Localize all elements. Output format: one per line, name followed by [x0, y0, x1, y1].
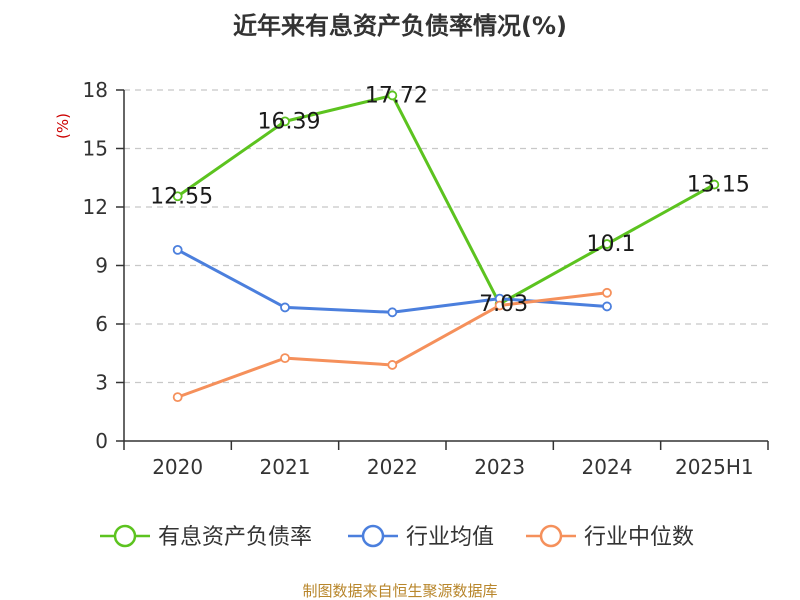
y-axis-unit: (%) [54, 113, 72, 139]
y-tick-label: 9 [95, 254, 108, 278]
series-line [176, 93, 716, 306]
data-point [602, 287, 612, 298]
data-label: 12.55 [150, 184, 213, 209]
legend-marker [539, 524, 563, 548]
legend-label: 行业均值 [406, 525, 494, 550]
data-point [172, 392, 183, 403]
data-point [172, 191, 183, 202]
data-label: 16.39 [258, 109, 321, 134]
y-tick-label: 12 [83, 195, 108, 219]
x-tick-label: 2025H1 [675, 455, 754, 479]
data-point [387, 90, 398, 101]
data-point [280, 302, 290, 313]
series-group [172, 90, 720, 403]
legend-label: 有息资产负债率 [158, 525, 312, 550]
y-tick-label: 15 [83, 137, 108, 161]
data-label: 7.03 [479, 292, 528, 317]
y-tick-label: 0 [95, 429, 108, 453]
data-point [494, 300, 505, 311]
data-point [602, 301, 612, 312]
chart-title: 近年来有息资产负债率情况(%) [233, 12, 567, 40]
x-tick-label: 2024 [582, 455, 633, 479]
legend-label: 行业中位数 [584, 525, 694, 550]
data-point [280, 353, 290, 364]
y-tick-label: 3 [95, 371, 108, 395]
x-tick-label: 2021 [260, 455, 311, 479]
data-point [387, 360, 398, 370]
legend-marker [361, 524, 385, 548]
data-label: 13.15 [687, 173, 750, 198]
y-tick-label: 6 [95, 312, 108, 336]
axes: 0 3 6 9 12 15 18 2020 2021 2022 2023 2024 2025H1 [83, 78, 769, 479]
data-label: 10.1 [587, 232, 636, 257]
x-tick-label: 2023 [474, 455, 525, 479]
source-note: 制图数据来自恒生聚源数据库 [302, 582, 497, 600]
data-point [387, 307, 398, 318]
legend: 有息资产负债率 行业均值 行业中位数 [100, 524, 694, 550]
grid-lines [124, 89, 768, 384]
y-tick-label: 18 [83, 78, 108, 102]
data-point [709, 179, 720, 190]
x-tick-label: 2022 [367, 455, 418, 479]
data-labels: 12.55 16.39 17.72 7.03 10.1 13.15 [150, 83, 750, 316]
legend-marker [113, 524, 137, 548]
data-label: 17.72 [365, 83, 428, 108]
x-tick-label: 2020 [152, 455, 203, 479]
data-point [602, 239, 612, 249]
data-point [280, 116, 290, 127]
data-point [172, 244, 183, 255]
